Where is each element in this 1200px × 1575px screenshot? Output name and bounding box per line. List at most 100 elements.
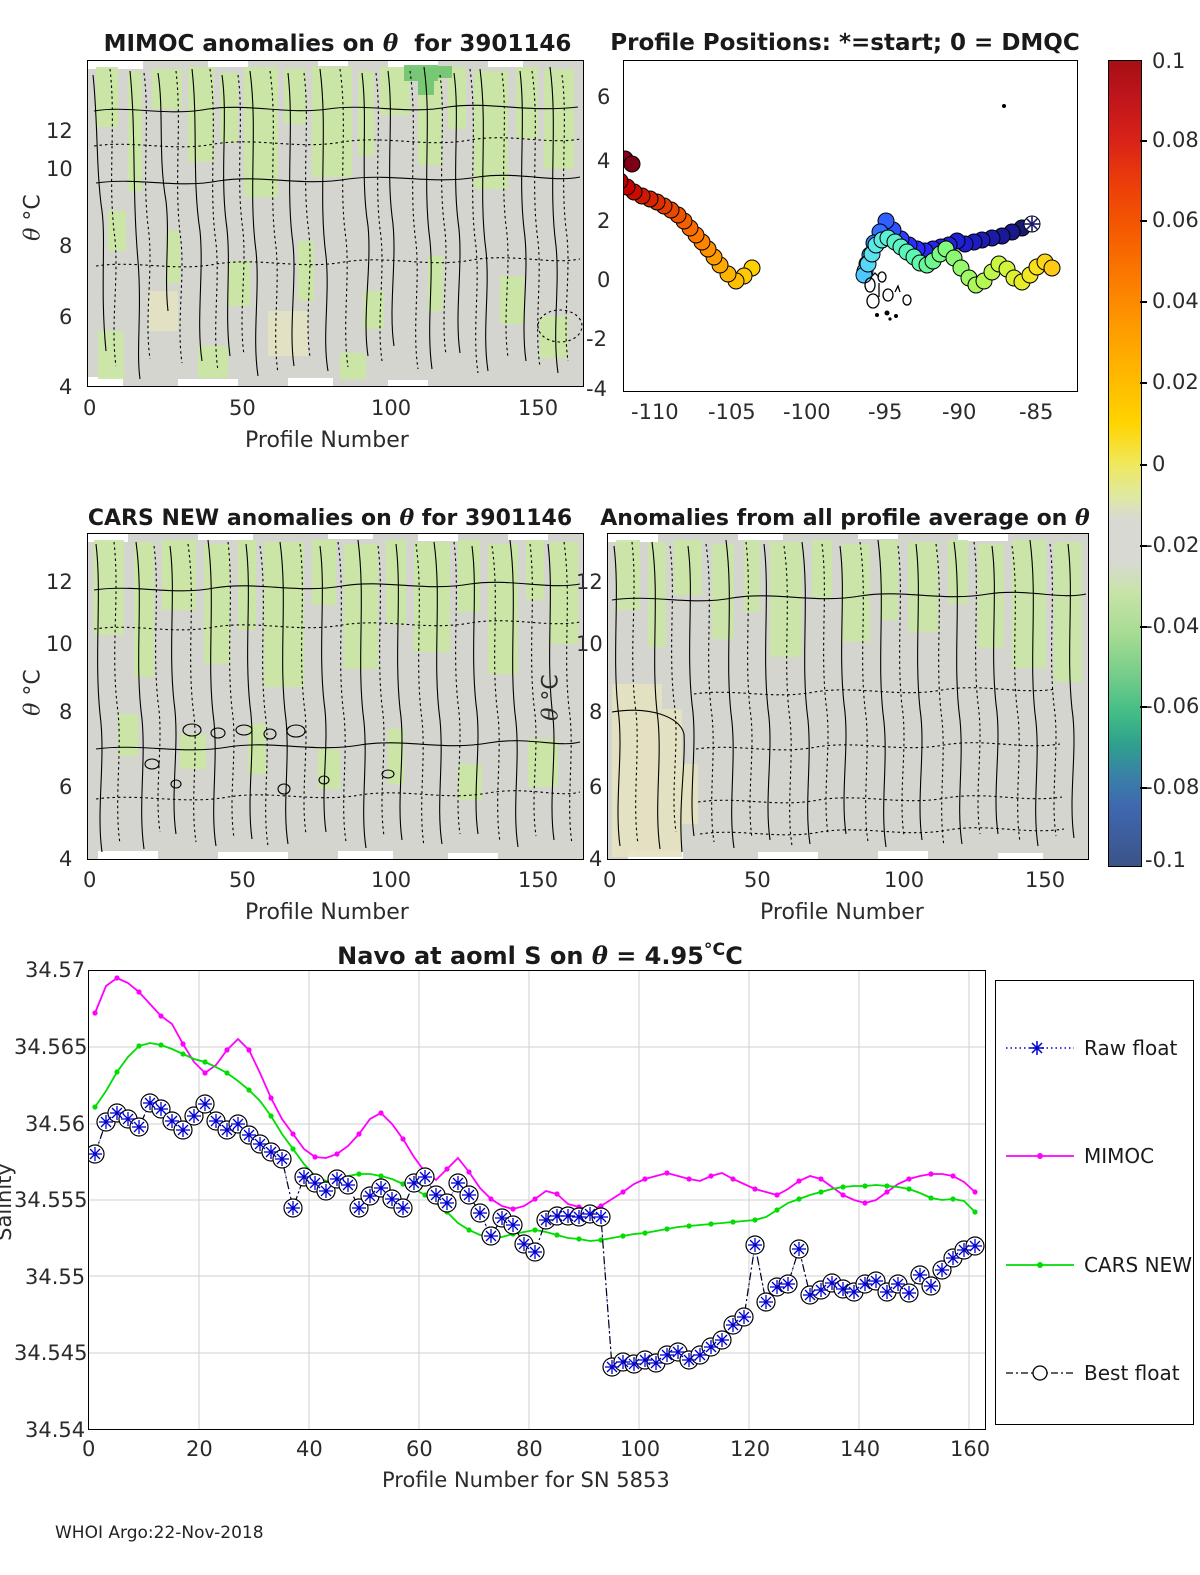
colorbar-tickmark xyxy=(1140,140,1147,142)
positions-xtick-m105: -105 xyxy=(708,400,756,424)
series-xtick-60: 60 xyxy=(406,1437,433,1461)
series-title-theta: θ xyxy=(591,941,608,970)
dmqc-marks xyxy=(864,271,912,309)
colorbar-tickmark xyxy=(1140,626,1147,628)
cars-xtick-50: 50 xyxy=(229,868,256,892)
colorbar-tick-0: 0.1 xyxy=(1152,49,1186,73)
allprof-xtick-100: 100 xyxy=(884,868,925,892)
cars-ytick-12: 12 xyxy=(46,570,73,594)
positions-ytick-m4: -4 xyxy=(586,377,607,401)
salinity-chart xyxy=(89,971,985,1429)
mimoc-ytick-6: 6 xyxy=(59,305,73,329)
series-title-text-b: = 4.95 xyxy=(616,942,704,970)
allprof-ytick-4: 4 xyxy=(589,847,603,871)
mimoc-ylabel-units: °C xyxy=(20,194,46,221)
mimoc-title-text-b: for 3901146 xyxy=(414,31,572,57)
legend-label-raw-float: Raw float xyxy=(1084,1036,1178,1060)
series-xlabel: Profile Number for SN 5853 xyxy=(382,1468,670,1492)
series-xtick-40: 40 xyxy=(296,1437,323,1461)
best-float-swatch xyxy=(1006,1365,1074,1381)
series-xtick-140: 140 xyxy=(840,1437,881,1461)
series-ylabel: Salinity xyxy=(0,1163,16,1241)
cars-title-theta: θ xyxy=(399,505,415,531)
series-ytick-34550: 34.55 xyxy=(25,1265,86,1289)
colorbar-tick-3: 0.04 xyxy=(1152,289,1199,313)
cars-contour-field xyxy=(88,534,583,859)
series-xtick-100: 100 xyxy=(620,1437,661,1461)
cars-title-text-b: for 3901146 xyxy=(421,506,573,531)
float-track-scatter xyxy=(624,61,1077,391)
mimoc-axes xyxy=(87,60,584,387)
raw-float-swatch xyxy=(1006,1041,1074,1055)
allprof-ylabel-units: °C xyxy=(538,674,564,701)
legend-item-cars-new[interactable]: CARS NEW xyxy=(1004,1253,1192,1277)
series-xtick-160: 160 xyxy=(950,1437,991,1461)
series-ytick-34555: 34.555 xyxy=(14,1188,88,1212)
series-axes xyxy=(88,970,986,1430)
cars-panel-title: CARS NEW anomalies on θ for 3901146 xyxy=(70,505,590,531)
allprof-ytick-10: 10 xyxy=(576,632,603,656)
positions-ytick-4: 4 xyxy=(597,149,611,173)
mimoc-ytick-4: 4 xyxy=(59,375,73,399)
allprof-xtick-50: 50 xyxy=(744,868,771,892)
cars-markers xyxy=(92,1042,978,1243)
legend-item-mimoc[interactable]: MIMOC xyxy=(1004,1144,1154,1168)
allprof-xtick-150: 150 xyxy=(1025,868,1066,892)
allprofile-axes xyxy=(607,533,1089,860)
colorbar-tick-8: -0.06 xyxy=(1145,694,1200,718)
cars-xtick-100: 100 xyxy=(371,868,412,892)
positions-xtick-m95: -95 xyxy=(868,400,903,424)
allprofile-contour-field xyxy=(608,534,1088,859)
mimoc-swatch xyxy=(1006,1153,1074,1159)
figure-footer: WHOI Argo:22-Nov-2018 xyxy=(55,1523,264,1543)
series-plot-title: Navo at aoml S on θ = 4.95°CC xyxy=(337,940,743,970)
allprof-ytick-8: 8 xyxy=(589,700,603,724)
colorbar-tick-6: -0.02 xyxy=(1145,533,1200,557)
colorbar-tickmark xyxy=(1140,706,1147,708)
series-ytick-34545: 34.545 xyxy=(14,1341,88,1365)
legend-label-mimoc: MIMOC xyxy=(1084,1144,1155,1168)
float-markers xyxy=(89,1093,985,1377)
mimoc-ytick-8: 8 xyxy=(59,234,73,258)
legend-item-raw-float[interactable]: Raw float xyxy=(1004,1036,1177,1060)
allprof-title-theta: θ xyxy=(1075,505,1090,531)
allprof-xtick-0: 0 xyxy=(603,868,617,892)
colorbar-tick-9: -0.08 xyxy=(1145,775,1200,799)
cars-title-text-a: CARS NEW anomalies on xyxy=(87,506,392,531)
mimoc-xtick-50: 50 xyxy=(229,396,256,420)
positions-ytick-2: 2 xyxy=(597,209,611,233)
mimoc-contour-field xyxy=(88,61,583,386)
cars-xtick-0: 0 xyxy=(83,868,97,892)
cars-new-swatch xyxy=(1006,1262,1074,1268)
positions-panel-title: Profile Positions: *=start; 0 = DMQC xyxy=(610,30,1080,56)
positions-ytick-0: 0 xyxy=(597,268,611,292)
colorbar-tickmark xyxy=(1140,382,1147,384)
mimoc-ylabel-theta: θ xyxy=(20,227,46,241)
colorbar-tickmark xyxy=(1140,545,1147,547)
allprof-ytick-6: 6 xyxy=(589,775,603,799)
positions-xtick-m90: -90 xyxy=(942,400,977,424)
colorbar-tickmark xyxy=(1140,220,1147,222)
mimoc-xtick-100: 100 xyxy=(371,396,412,420)
series-legend: Raw float MIMOC CARS NEW Best float xyxy=(995,980,1194,1425)
mimoc-title-theta: θ xyxy=(382,30,399,57)
mimoc-xtick-0: 0 xyxy=(83,396,97,420)
colorbar-gradient xyxy=(1108,60,1142,867)
cars-xlabel: Profile Number xyxy=(245,900,409,925)
cars-axes xyxy=(87,533,584,860)
allprof-ytick-12: 12 xyxy=(576,570,603,594)
legend-item-best-float[interactable]: Best float xyxy=(1004,1361,1180,1385)
start-marker xyxy=(1023,215,1041,233)
cars-ytick-8: 8 xyxy=(59,700,73,724)
series-xtick-0: 0 xyxy=(82,1437,96,1461)
mimoc-ylabel: θ °C xyxy=(21,173,46,263)
legend-label-best-float: Best float xyxy=(1084,1361,1180,1385)
mimoc-xlabel: Profile Number xyxy=(245,428,409,453)
allprofile-panel-title: Anomalies from all profile average on θ xyxy=(590,505,1100,531)
colorbar-tick-5: 0 xyxy=(1152,452,1166,476)
positions-xtick-m110: -110 xyxy=(631,400,679,424)
series-ytick-34540: 34.54 xyxy=(25,1418,86,1442)
mimoc-panel-title: MIMOC anomalies on θ for 3901146 xyxy=(85,30,590,57)
dmqc-dots xyxy=(875,310,898,321)
cars-ytick-4: 4 xyxy=(59,847,73,871)
